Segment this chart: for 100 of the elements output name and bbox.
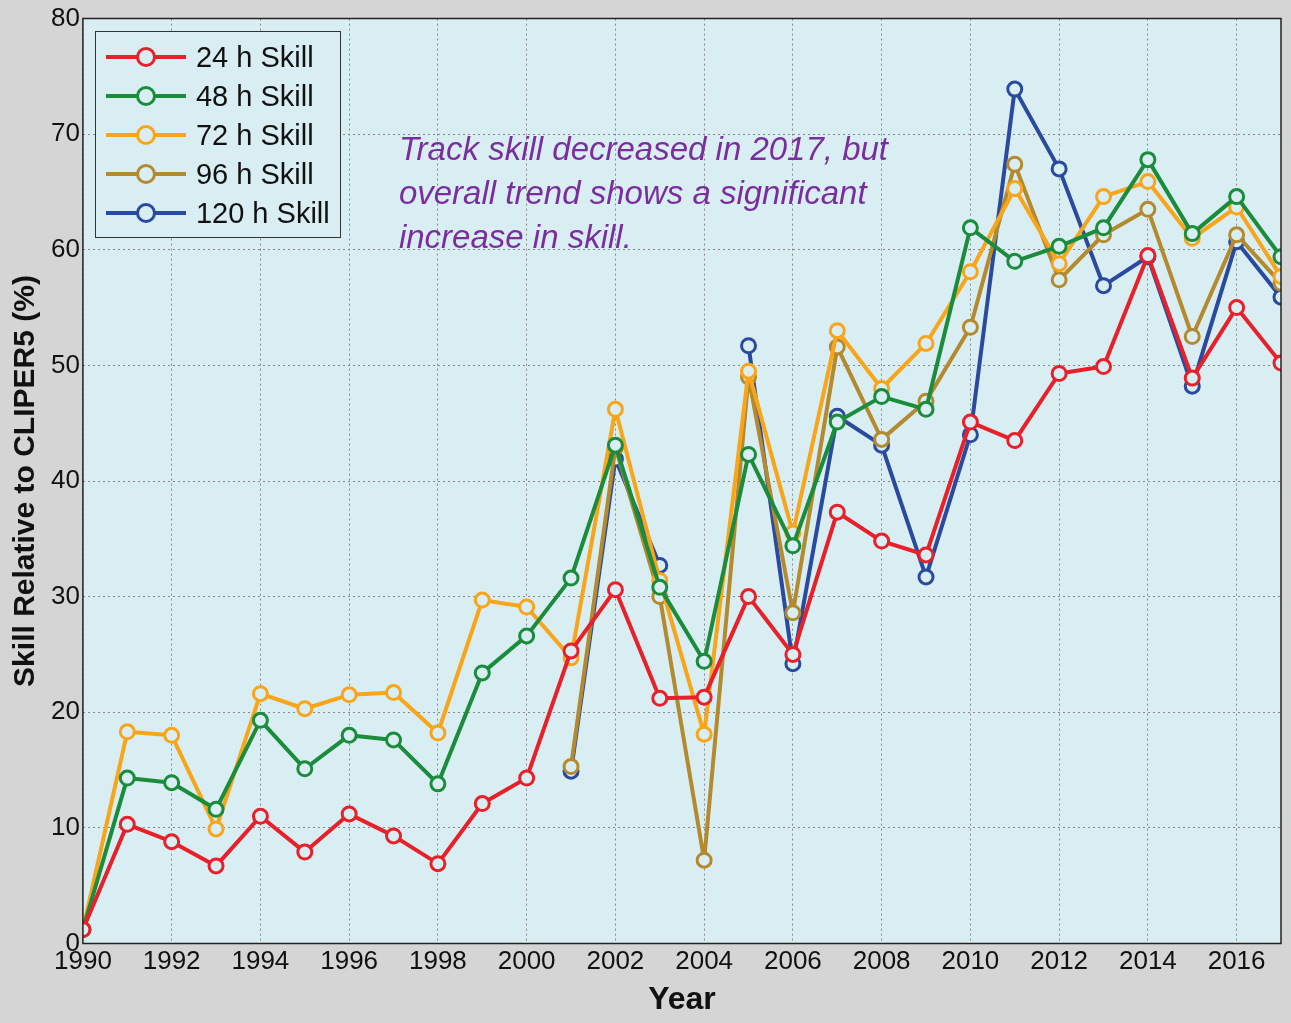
point <box>695 688 713 706</box>
point <box>1228 226 1246 244</box>
point <box>118 815 136 833</box>
point <box>1050 160 1068 178</box>
point <box>1006 180 1024 198</box>
point <box>873 532 891 550</box>
point <box>1006 252 1024 270</box>
point <box>740 362 758 380</box>
point <box>1139 200 1157 218</box>
point <box>651 689 669 707</box>
point <box>961 413 979 431</box>
point <box>163 726 181 744</box>
annotation: Track skill decreased in 2017, but overall trend shows a significant increase in skill. <box>398 128 890 257</box>
point <box>740 588 758 606</box>
point <box>1228 299 1246 317</box>
x-tick-label: 2012 <box>1030 945 1089 976</box>
point <box>606 581 624 599</box>
point <box>473 664 491 682</box>
point <box>296 700 314 718</box>
x-tick-label: 1996 <box>320 945 379 976</box>
point <box>562 569 580 587</box>
point <box>828 413 846 431</box>
legend-label: 96 h Skill <box>195 157 314 191</box>
point <box>207 857 225 875</box>
point <box>518 627 536 645</box>
point <box>961 263 979 281</box>
x-tick-label: 2004 <box>675 945 734 976</box>
point <box>118 723 136 741</box>
point <box>385 731 403 749</box>
point <box>163 774 181 792</box>
point <box>917 546 935 564</box>
point <box>917 334 935 352</box>
point <box>1050 271 1068 289</box>
x-tick-label: 2010 <box>941 945 1000 976</box>
point <box>1050 255 1068 273</box>
point <box>340 726 358 744</box>
point <box>784 537 802 555</box>
point <box>1095 219 1113 237</box>
x-tick-label: 2014 <box>1118 945 1177 976</box>
point <box>296 760 314 778</box>
point <box>118 769 136 787</box>
point <box>1095 188 1113 206</box>
x-tick-label: 2008 <box>852 945 911 976</box>
point <box>828 503 846 521</box>
x-tick-label: 2016 <box>1207 945 1266 976</box>
x-tick-label: 2002 <box>586 945 645 976</box>
point <box>429 724 447 742</box>
point <box>251 711 269 729</box>
y-tick-label: 20 <box>51 695 80 726</box>
point <box>961 219 979 237</box>
point <box>340 686 358 704</box>
point <box>296 843 314 861</box>
point <box>1228 188 1246 206</box>
point <box>207 800 225 818</box>
legend-label: 120 h Skill <box>195 196 330 230</box>
y-tick-label: 70 <box>51 117 80 148</box>
legend-label: 24 h Skill <box>195 40 314 74</box>
point <box>562 642 580 660</box>
point <box>251 807 269 825</box>
y-tick-label: 10 <box>51 810 80 841</box>
point <box>518 769 536 787</box>
point <box>1139 151 1157 169</box>
point <box>163 833 181 851</box>
x-tick-label: 1994 <box>231 945 290 976</box>
point <box>429 775 447 793</box>
y-tick-label: 30 <box>51 579 80 610</box>
point <box>1006 432 1024 450</box>
point <box>1183 369 1201 387</box>
point <box>207 820 225 838</box>
y-tick-label: 50 <box>51 348 80 379</box>
x-tick-label: 1998 <box>408 945 467 976</box>
point <box>1183 225 1201 243</box>
point <box>1095 358 1113 376</box>
x-tick-label: 2006 <box>763 945 822 976</box>
point <box>385 684 403 702</box>
y-tick-label: 60 <box>51 232 80 263</box>
point <box>651 578 669 596</box>
point <box>562 758 580 776</box>
point <box>1095 277 1113 295</box>
x-tick-label: 1992 <box>142 945 201 976</box>
point <box>695 851 713 869</box>
x-tick-label: 2000 <box>497 945 556 976</box>
point <box>828 322 846 340</box>
point <box>340 805 358 823</box>
point <box>740 337 758 355</box>
point <box>473 795 491 813</box>
point <box>1139 173 1157 191</box>
point <box>740 445 758 463</box>
point <box>917 400 935 418</box>
point <box>385 827 403 845</box>
point <box>695 652 713 670</box>
point <box>917 568 935 586</box>
point <box>1006 155 1024 173</box>
point <box>518 598 536 616</box>
point <box>784 604 802 622</box>
point <box>961 318 979 336</box>
point <box>1050 237 1068 255</box>
point <box>784 645 802 663</box>
y-tick-label: 40 <box>51 464 80 495</box>
point <box>1183 328 1201 345</box>
